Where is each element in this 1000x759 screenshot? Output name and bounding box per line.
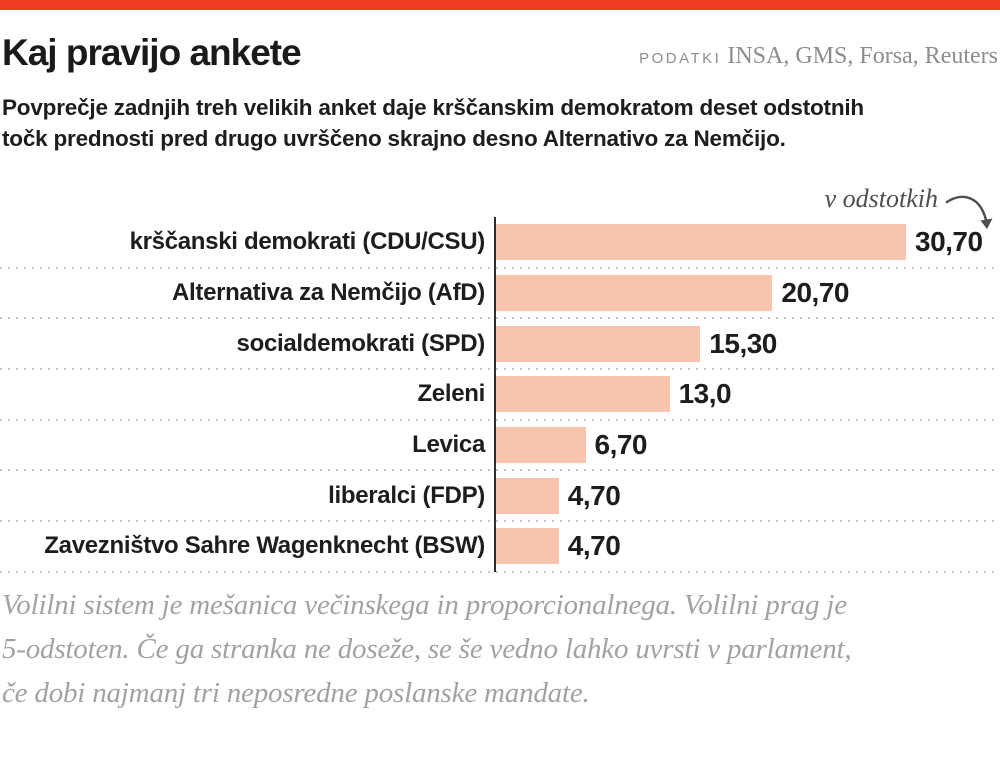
data-source: PODATKI INSA, GMS, Forsa, Reuters bbox=[639, 43, 998, 73]
category-label: socialdemokrati (SPD) bbox=[236, 329, 486, 357]
chart-row: Zavezništvo Sahre Wagenknecht (BSW) 4,70 bbox=[0, 520, 1000, 573]
value-label: 4,70 bbox=[567, 530, 621, 562]
chart-row: liberalci (FDP) 4,70 bbox=[0, 470, 1000, 522]
bar-area: 30,70 bbox=[494, 216, 1000, 268]
category-label: Zavezništvo Sahre Wagenknecht (BSW) bbox=[44, 532, 485, 560]
bar bbox=[496, 528, 559, 565]
category-label: liberalci (FDP) bbox=[328, 481, 485, 509]
page-title: Kaj pravijo ankete bbox=[2, 32, 302, 73]
bar bbox=[496, 477, 559, 514]
subtitle-line: točk prednosti pred drugo uvrščeno skraj… bbox=[2, 125, 786, 151]
footnote-line: 5-odstoten. Če ga stranka ne doseže, se … bbox=[2, 632, 852, 665]
value-label: 30,70 bbox=[915, 226, 983, 258]
bar-chart: krščanski demokrati (CDU/CSU) 30,70 Alte… bbox=[0, 216, 1000, 573]
source-names: INSA, GMS, Forsa, Reuters bbox=[727, 42, 998, 69]
value-label: 15,30 bbox=[709, 327, 777, 359]
bar-area: 13,0 bbox=[494, 368, 1000, 420]
footnote-line: če dobi najmanj tri neposredne poslanske… bbox=[2, 676, 590, 709]
footnote: Volilni sistem je mešanica večinskega in… bbox=[0, 583, 1000, 715]
bar-area: 15,30 bbox=[494, 318, 1000, 369]
category-label: Zeleni bbox=[417, 380, 485, 408]
bar-area: 4,70 bbox=[494, 520, 1000, 572]
bar-area: 20,70 bbox=[494, 267, 1000, 319]
source-label: PODATKI bbox=[639, 49, 722, 67]
bar bbox=[496, 224, 906, 261]
header: Kaj pravijo ankete PODATKI INSA, GMS, For… bbox=[0, 10, 1000, 73]
value-label: 6,70 bbox=[594, 428, 648, 460]
bar-area: 4,70 bbox=[494, 470, 1000, 521]
bar bbox=[496, 376, 670, 413]
bar bbox=[496, 426, 586, 463]
value-label: 20,70 bbox=[781, 276, 849, 308]
value-label: 13,0 bbox=[678, 378, 732, 410]
top-accent-bar bbox=[0, 0, 1000, 10]
subtitle: Povprečje zadnjih treh velikih anket daj… bbox=[0, 92, 1000, 154]
category-label: Alternativa za Nemčijo (AfD) bbox=[172, 278, 485, 306]
bar bbox=[496, 274, 773, 311]
bar bbox=[496, 325, 701, 362]
curved-arrow-icon bbox=[945, 195, 993, 229]
footnote-line: Volilni sistem je mešanica večinskega in… bbox=[2, 588, 847, 621]
chart-row: krščanski demokrati (CDU/CSU) 30,70 bbox=[0, 216, 1000, 269]
chart-row: Levica 6,70 bbox=[0, 419, 1000, 471]
unit-annotation-text: v odstotkih bbox=[824, 184, 938, 213]
category-label: krščanski demokrati (CDU/CSU) bbox=[129, 228, 486, 256]
chart-row: Zeleni 13,0 bbox=[0, 368, 1000, 421]
unit-annotation: v odstotkih bbox=[825, 184, 994, 236]
subtitle-line: Povprečje zadnjih treh velikih anket daj… bbox=[2, 94, 864, 120]
bar-area: 6,70 bbox=[494, 419, 1000, 471]
value-label: 4,70 bbox=[567, 479, 621, 511]
chart-row: Alternativa za Nemčijo (AfD) 20,70 bbox=[0, 267, 1000, 319]
chart-row: socialdemokrati (SPD) 15,30 bbox=[0, 318, 1000, 370]
category-label: Levica bbox=[412, 430, 485, 458]
